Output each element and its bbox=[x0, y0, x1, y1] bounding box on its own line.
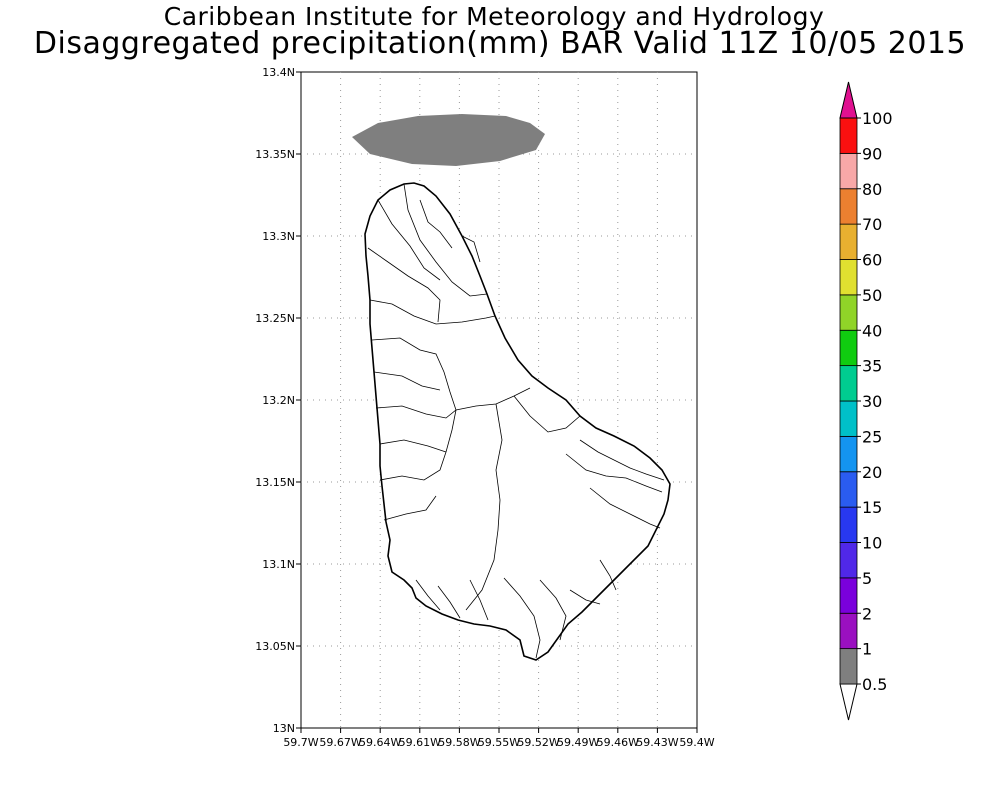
colorbar-label: 70 bbox=[862, 215, 882, 234]
colorbar-box bbox=[839, 577, 858, 614]
colorbar-box bbox=[839, 542, 858, 579]
lat-tick-label: 13.05N bbox=[255, 640, 295, 653]
colorbar-label: 50 bbox=[862, 286, 882, 305]
lat-tick-label: 13.4N bbox=[262, 66, 295, 79]
colorbar-box bbox=[839, 400, 858, 437]
colorbar-label: 10 bbox=[862, 534, 882, 553]
precip-area bbox=[352, 114, 545, 166]
colorbar-label: 35 bbox=[862, 357, 882, 376]
watershed-lines bbox=[367, 183, 665, 659]
barbados-coastline bbox=[364, 182, 671, 661]
colorbar-box bbox=[839, 117, 858, 154]
lon-tick-label: 59.49W bbox=[557, 736, 599, 749]
colorbar-box bbox=[839, 612, 858, 650]
latitude-ticks: 13N 13.05N 13.1N 13.15N 13.2N 13.25N 13.3N 13.3… bbox=[255, 66, 301, 735]
lat-tick-label: 13.35N bbox=[255, 148, 295, 161]
colorbar-label: 1 bbox=[862, 640, 872, 659]
lon-tick-label: 59.46W bbox=[597, 736, 639, 749]
colorbar-box bbox=[839, 188, 858, 225]
longitude-ticks: 59.7W 59.67W59.64W59.61W59.58W59.55W59.52… bbox=[283, 728, 715, 749]
colorbar-box bbox=[839, 259, 858, 296]
lon-tick-label: 59.52W bbox=[517, 736, 559, 749]
colorbar-label: 30 bbox=[862, 392, 882, 411]
colorbar-box bbox=[839, 294, 858, 331]
colorbar-box bbox=[839, 152, 858, 190]
lat-tick-label: 13.3N bbox=[262, 230, 295, 243]
lon-tick-label: 59.61W bbox=[399, 736, 441, 749]
lat-tick-label: 13.2N bbox=[262, 394, 295, 407]
colorbar-label: 0.5 bbox=[862, 675, 887, 694]
lon-tick-label: 59.55W bbox=[478, 736, 520, 749]
colorbar-max-arrow bbox=[839, 81, 858, 119]
colorbar-label: 2 bbox=[862, 604, 872, 623]
colorbar-label: 100 bbox=[862, 109, 893, 128]
colorbar-label: 80 bbox=[862, 180, 882, 199]
lon-tick-label: 59.43W bbox=[636, 736, 678, 749]
colorbar-box bbox=[839, 435, 858, 473]
lat-tick-label: 13N bbox=[273, 722, 295, 735]
lon-tick-label: 59.4W bbox=[679, 736, 714, 749]
title-product: Disaggregated precipitation(mm) BAR Vali… bbox=[33, 26, 967, 61]
colorbar-label: 5 bbox=[862, 569, 872, 588]
colorbar-label: 60 bbox=[862, 251, 882, 270]
colorbar-box bbox=[839, 223, 858, 260]
colorbar-min-arrow bbox=[839, 683, 858, 721]
colorbar-box bbox=[839, 471, 858, 508]
colorbar-label: 20 bbox=[862, 463, 882, 482]
lat-tick-label: 13.1N bbox=[262, 558, 295, 571]
colorbar-box bbox=[839, 329, 858, 367]
colorbar-label: 25 bbox=[862, 427, 882, 446]
lon-tick-label: 59.7W bbox=[283, 736, 318, 749]
lon-tick-label: 59.67W bbox=[319, 736, 361, 749]
colorbar-box bbox=[839, 506, 858, 543]
colorbar-label: 15 bbox=[862, 498, 882, 517]
lat-tick-label: 13.25N bbox=[255, 312, 295, 325]
title-institute: Caribbean Institute for Meteorology and … bbox=[163, 2, 825, 31]
lat-tick-label: 13.15N bbox=[255, 476, 295, 489]
lon-tick-label: 59.64W bbox=[359, 736, 401, 749]
colorbar-box bbox=[839, 648, 858, 685]
lon-tick-label: 59.58W bbox=[438, 736, 480, 749]
colorbar-box bbox=[839, 365, 858, 402]
colorbar-label: 90 bbox=[862, 144, 882, 163]
colorbar-label: 40 bbox=[862, 321, 882, 340]
